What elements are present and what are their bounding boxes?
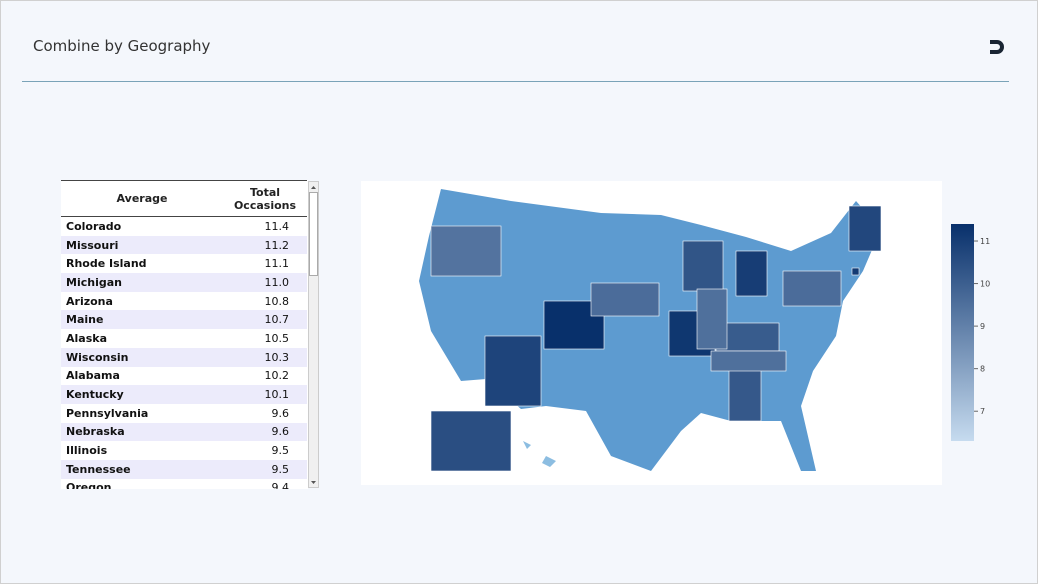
state-cell: Tennessee <box>61 459 223 479</box>
value-cell: 9.4 <box>271 481 290 489</box>
scrollbar[interactable] <box>308 181 319 488</box>
state-cell: Illinois <box>66 444 108 458</box>
state <box>543 300 605 350</box>
map-outline <box>419 189 881 471</box>
table-row: Wisconsin 10.3 <box>61 347 307 367</box>
table-row: Missouri 11.2 <box>61 235 307 255</box>
colorbar-tick-label: 11 <box>980 237 990 246</box>
state-cell: Wisconsin <box>61 347 223 367</box>
colorbar-tick-label: 10 <box>980 280 990 289</box>
state-cell: Kentucky <box>61 385 223 404</box>
colorbar-tick-label: 7 <box>980 407 985 416</box>
colorbar-tick-label: 9 <box>980 322 985 331</box>
state-cell: Missouri <box>61 235 223 255</box>
value-cell: 10.2 <box>264 369 290 383</box>
value-cell: 11.0 <box>223 273 307 292</box>
state <box>848 205 882 252</box>
state <box>430 410 512 472</box>
state <box>710 350 787 372</box>
value-cell: 10.1 <box>223 385 307 404</box>
hawaii-shape <box>523 441 556 467</box>
table-row: Rhode Island 11.1 <box>61 254 307 273</box>
state <box>430 225 502 277</box>
state-cell: Alabama <box>66 369 120 383</box>
table-row: Pennsylvania 9.6 <box>61 404 307 423</box>
value-cell: 11.4 <box>264 219 290 233</box>
value-cell: 9.6 <box>223 422 307 442</box>
state <box>668 310 716 357</box>
column-header[interactable]: Total Occasions <box>223 180 307 217</box>
state <box>590 282 660 317</box>
page-title: Combine by Geography <box>33 37 211 55</box>
table-row: Arizona 10.8 <box>61 292 307 311</box>
table-row: Tennessee 9.5 <box>61 459 307 479</box>
colorbar-tick-label: 8 <box>980 365 985 374</box>
table-row: Maine 10.7 <box>61 310 307 330</box>
value-cell: 10.3 <box>223 347 307 367</box>
state <box>715 322 780 352</box>
value-cell: 10.8 <box>264 294 290 308</box>
table-row: Alaska 10.5 <box>61 329 307 348</box>
value-cell: 10.5 <box>264 331 290 345</box>
value-cell: 9.5 <box>271 444 290 458</box>
value-cell: 11.1 <box>264 257 290 271</box>
colorbar <box>951 224 974 441</box>
value-cell: 11.2 <box>223 235 307 255</box>
state <box>682 240 724 292</box>
table-row: Alabama 10.2 <box>61 367 307 386</box>
divider <box>22 81 1009 82</box>
state <box>851 267 860 276</box>
column-header[interactable]: Average <box>61 180 223 217</box>
value-cell: 9.6 <box>271 406 290 420</box>
table-row: Nebraska 9.6 <box>61 422 307 442</box>
state <box>696 288 728 350</box>
value-cell: 10.7 <box>223 310 307 330</box>
table: Average Total Occasions Colorado 11.4 Misso… <box>61 180 307 489</box>
state <box>735 250 768 297</box>
state-cell: Colorado <box>66 219 122 233</box>
state-cell: Oregon <box>66 481 112 489</box>
state-cell: Arizona <box>66 294 113 308</box>
state-cell: Alaska <box>66 331 107 345</box>
state-cell: Pennsylvania <box>66 406 149 420</box>
map-panel <box>361 181 942 485</box>
state <box>728 368 762 422</box>
table-row: Michigan 11.0 <box>61 273 307 292</box>
logo[interactable] <box>988 38 1006 56</box>
value-cell: 9.5 <box>223 459 307 479</box>
table-row: Illinois 9.5 <box>61 441 307 460</box>
table-row: Colorado 11.4 <box>61 217 307 236</box>
state <box>484 335 542 407</box>
data-table: Average Total Occasions Colorado 11.4 Misso… <box>61 180 308 489</box>
state-cell: Nebraska <box>61 422 223 442</box>
table-row: Kentucky 10.1 <box>61 385 307 404</box>
state-cell: Michigan <box>61 273 223 292</box>
state-cell: Rhode Island <box>66 257 147 271</box>
state-cell: Maine <box>61 310 223 330</box>
state <box>782 270 842 307</box>
table-row: Oregon 9.4 <box>61 479 307 489</box>
